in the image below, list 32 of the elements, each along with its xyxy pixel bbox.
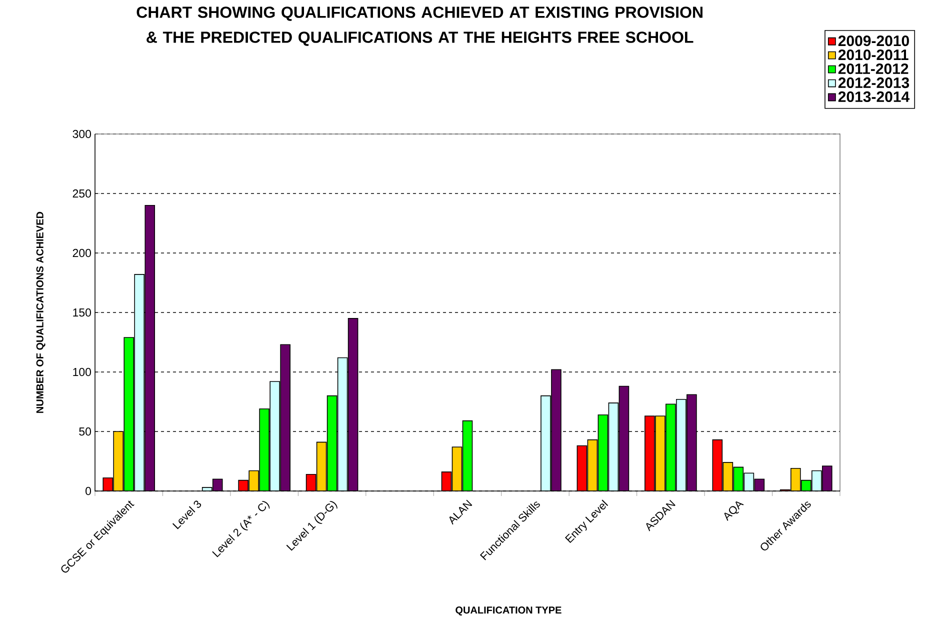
bar	[316, 442, 326, 492]
y-tick-label: 0	[86, 486, 92, 496]
bar	[588, 440, 598, 492]
bar	[744, 473, 754, 492]
bar	[619, 386, 629, 492]
bar	[348, 318, 358, 492]
bar	[734, 467, 744, 492]
y-tick-label: 50	[79, 427, 92, 436]
bar	[442, 472, 452, 492]
bar	[712, 440, 722, 492]
bar	[608, 402, 618, 492]
bar	[306, 474, 316, 492]
bar	[723, 462, 733, 492]
bar	[452, 446, 462, 492]
x-axis-title: QUALIFICATION TYPE	[456, 606, 562, 616]
y-axis-title: NUMBER OF QUALIFICATIONS ACHIEVED	[36, 212, 46, 413]
bar	[598, 414, 608, 492]
bar	[577, 446, 587, 492]
chart-title: CHART SHOWING QUALIFICATIONS ACHIEVED AT EXISTING PROVISION & THE PREDICTED QUALIFICATIONS AT THE HEIGHTS FREE SCHOOL	[136, 6, 702, 46]
legend-label: 2011-2012	[838, 63, 908, 74]
legend-label: 2012-2013	[838, 77, 910, 88]
y-tick-label: 300	[72, 130, 92, 138]
legend-label: 2010-2011	[838, 49, 908, 60]
legend-label: 2013-2014	[838, 91, 910, 102]
y-tick-label: 200	[72, 248, 92, 258]
bar	[327, 396, 337, 492]
bar	[462, 420, 472, 492]
bar	[338, 358, 348, 492]
y-tick-label: 250	[72, 189, 92, 198]
legend-label: 2009-2010	[838, 36, 909, 46]
y-tick-label: 150	[73, 308, 92, 317]
y-tick-label: 100	[73, 368, 92, 376]
